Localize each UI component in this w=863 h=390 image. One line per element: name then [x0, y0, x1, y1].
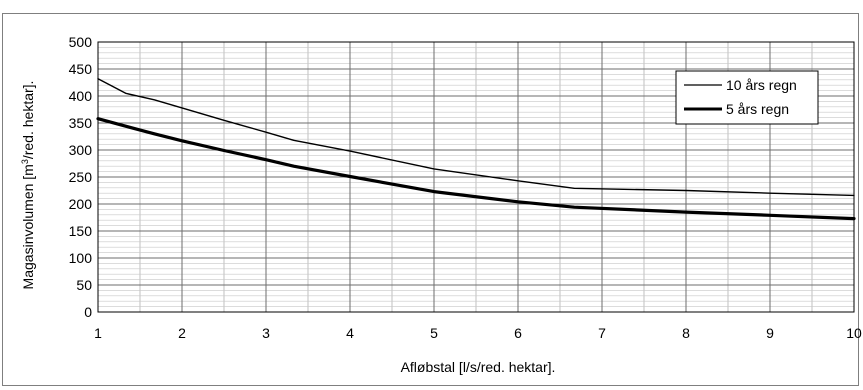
y-tick-label: 350: [69, 115, 93, 131]
x-tick-label: 5: [430, 325, 438, 341]
legend-box: [675, 70, 819, 125]
series-lines: [96, 77, 856, 221]
y-axis-label: Magasinvolumen [m3/red. hektar].: [20, 81, 36, 290]
x-tick-label: 7: [598, 325, 606, 341]
y-tick-label: 0: [84, 304, 92, 320]
y-tick-label: 500: [69, 34, 93, 50]
x-axis-label: Afløbstal [l/s/red. hektar].: [401, 359, 556, 375]
x-tick-label: 6: [514, 325, 522, 341]
x-tick-label: 3: [262, 325, 270, 341]
y-axis-label-superscript: 3: [20, 159, 30, 164]
y-tick-label: 450: [69, 61, 93, 77]
x-tick-label: 8: [682, 325, 690, 341]
y-tick-label: 300: [69, 142, 93, 158]
y-axis-tick-labels: 0 50 100 150 200 250 300 350 400 450 500: [69, 34, 93, 320]
y-tick-label: 200: [69, 196, 93, 212]
legend-label-5-ars-regn: 5 års regn: [726, 101, 789, 117]
x-tick-label: 10: [846, 325, 862, 341]
y-tick-label: 50: [76, 277, 92, 293]
series-line-5-ars-regn: [96, 117, 856, 221]
x-tick-label: 9: [766, 325, 774, 341]
x-axis-tick-labels: 1 2 3 4 5 6 7 8 9 10: [94, 325, 862, 341]
y-tick-label: 400: [69, 88, 93, 104]
plot-area-border: [97, 41, 855, 313]
x-tick-label: 4: [346, 325, 354, 341]
y-axis-label-rest: /red. hektar].: [20, 81, 36, 160]
legend-label-10-ars-regn: 10 års regn: [726, 77, 797, 93]
series-line-10-ars-regn: [97, 77, 855, 197]
legend: 10 års regn 5 års regn: [675, 70, 819, 125]
y-tick-label: 250: [69, 169, 93, 185]
x-tick-label: 2: [178, 325, 186, 341]
y-tick-label: 100: [69, 250, 93, 266]
y-tick-label: 150: [69, 223, 93, 239]
x-tick-label: 1: [94, 325, 102, 341]
y-axis-label-main: Magasinvolumen [m: [20, 164, 36, 289]
